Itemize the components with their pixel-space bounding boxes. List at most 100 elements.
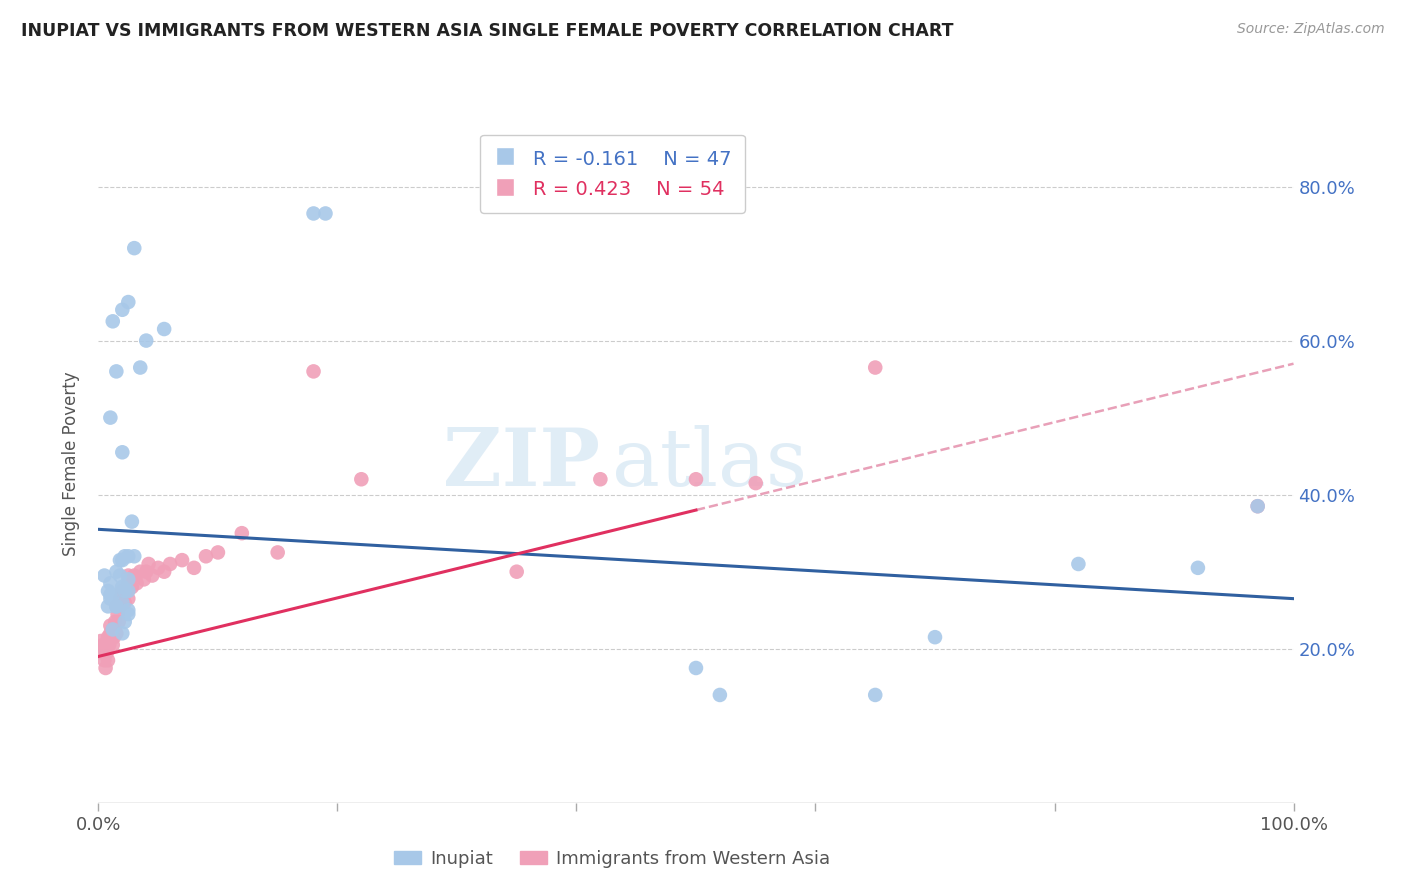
Point — [124, 568, 146, 582]
Point — [111, 595, 134, 609]
Point — [105, 599, 128, 614]
Point — [183, 561, 205, 575]
Point — [589, 472, 612, 486]
Text: INUPIAT VS IMMIGRANTS FROM WESTERN ASIA SINGLE FEMALE POVERTY CORRELATION CHART: INUPIAT VS IMMIGRANTS FROM WESTERN ASIA … — [21, 22, 953, 40]
Point — [117, 568, 139, 582]
Point — [105, 626, 128, 640]
Point — [98, 591, 122, 606]
Point — [101, 623, 124, 637]
Point — [101, 638, 124, 652]
Point — [98, 576, 122, 591]
Point — [207, 545, 229, 559]
Point — [111, 626, 134, 640]
Point — [302, 206, 325, 220]
Point — [107, 607, 129, 621]
Point — [153, 322, 176, 336]
Point — [685, 472, 707, 486]
Point — [129, 360, 152, 375]
Point — [111, 580, 134, 594]
Point — [108, 599, 131, 614]
Point — [91, 646, 114, 660]
Point — [117, 603, 139, 617]
Point — [111, 302, 134, 317]
Text: ZIP: ZIP — [443, 425, 600, 503]
Point — [97, 630, 120, 644]
Point — [121, 580, 143, 594]
Point — [745, 476, 768, 491]
Point — [101, 623, 124, 637]
Point — [111, 445, 134, 459]
Point — [135, 565, 157, 579]
Point — [924, 630, 946, 644]
Point — [125, 576, 148, 591]
Point — [111, 580, 134, 594]
Point — [138, 557, 160, 571]
Text: Source: ZipAtlas.com: Source: ZipAtlas.com — [1237, 22, 1385, 37]
Point — [114, 595, 136, 609]
Point — [98, 588, 122, 602]
Point — [117, 295, 139, 310]
Point — [124, 241, 146, 255]
Point — [93, 641, 115, 656]
Point — [114, 549, 136, 564]
Point — [97, 599, 120, 614]
Point — [114, 583, 136, 598]
Point — [108, 553, 131, 567]
Point — [350, 472, 373, 486]
Point — [91, 638, 114, 652]
Point — [1067, 557, 1090, 571]
Point — [93, 653, 115, 667]
Point — [104, 615, 127, 629]
Point — [117, 576, 139, 591]
Point — [101, 314, 124, 328]
Point — [132, 573, 155, 587]
Point — [121, 515, 143, 529]
Point — [685, 661, 707, 675]
Point — [148, 561, 170, 575]
Point — [105, 364, 128, 378]
Point — [302, 364, 325, 378]
Point — [1246, 500, 1268, 514]
Point — [863, 360, 887, 375]
Point — [98, 626, 122, 640]
Point — [105, 599, 128, 614]
Point — [194, 549, 218, 564]
Point — [709, 688, 731, 702]
Point — [98, 618, 122, 632]
Point — [267, 545, 290, 559]
Point — [105, 565, 128, 579]
Point — [101, 588, 124, 602]
Point — [97, 583, 120, 598]
Point — [93, 568, 115, 582]
Text: atlas: atlas — [613, 425, 807, 503]
Point — [105, 599, 128, 614]
Point — [159, 557, 181, 571]
Point — [117, 583, 139, 598]
Point — [1187, 561, 1209, 575]
Point — [107, 615, 129, 629]
Point — [124, 549, 146, 564]
Point — [1246, 500, 1268, 514]
Point — [114, 583, 136, 598]
Point — [111, 553, 134, 567]
Point — [231, 526, 253, 541]
Point — [117, 607, 139, 621]
Point — [111, 591, 134, 606]
Point — [98, 410, 122, 425]
Point — [153, 565, 176, 579]
Point — [863, 688, 887, 702]
Point — [315, 206, 337, 220]
Point — [135, 334, 157, 348]
Point — [94, 661, 117, 675]
Point — [129, 565, 152, 579]
Point — [96, 646, 118, 660]
Legend: Inupiat, Immigrants from Western Asia: Inupiat, Immigrants from Western Asia — [387, 843, 838, 875]
Point — [117, 591, 139, 606]
Point — [98, 638, 121, 652]
Point — [114, 615, 136, 629]
Point — [117, 549, 139, 564]
Y-axis label: Single Female Poverty: Single Female Poverty — [62, 372, 80, 556]
Point — [111, 583, 134, 598]
Point — [103, 630, 125, 644]
Point — [90, 634, 112, 648]
